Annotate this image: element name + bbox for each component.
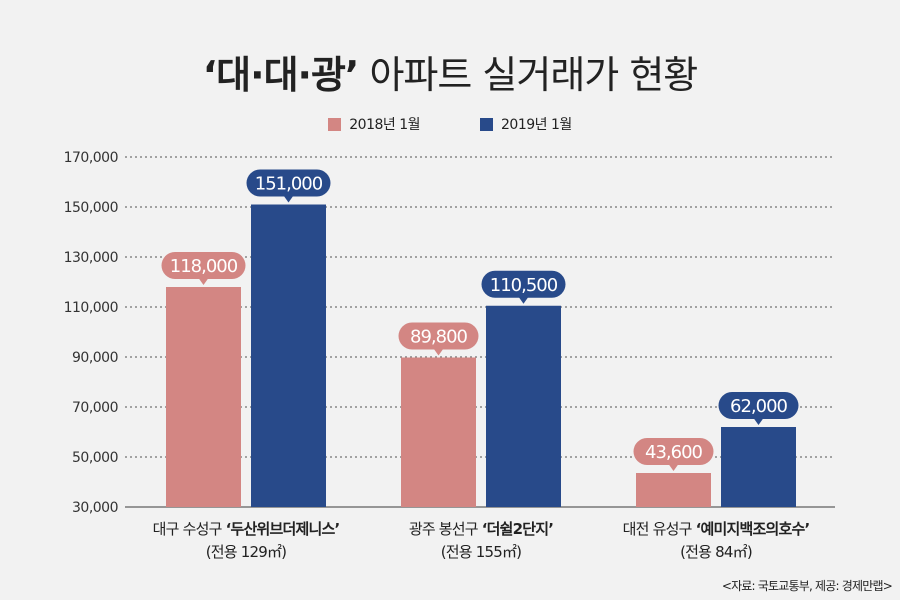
legend: 2018년 1월 2019년 1월 — [0, 114, 900, 134]
category-region: 광주 봉선구 — [408, 520, 482, 538]
data-label-pointer — [433, 348, 444, 356]
category-label-2: 광주 봉선구 ‘더쉴2단지’ (전용 155㎡) — [351, 518, 611, 564]
bar — [636, 473, 711, 507]
category-name: ‘두산위브더제니스’ — [225, 520, 341, 538]
data-label-pointer — [668, 464, 679, 471]
data-label-bubble — [161, 252, 246, 279]
source-note: <자료: 국토교통부, 제공: 경제만랩> — [721, 579, 893, 593]
data-label-pointer — [518, 296, 529, 304]
legend-swatch-2018 — [328, 117, 342, 131]
data-label-pointer — [283, 195, 294, 203]
legend-label-2019: 2019년 1월 — [501, 117, 572, 133]
category-area: (전용 84㎡) — [680, 543, 753, 561]
bar — [486, 305, 561, 507]
chart-title: ‘대·대·광’ 아파트 실거래가 현황 — [0, 44, 900, 99]
y-tick-label: 110,000 — [64, 300, 118, 316]
legend-item-2018: 2018년 1월 — [328, 114, 420, 134]
title-rest: 아파트 실거래가 현황 — [358, 53, 698, 97]
data-label-bubble — [246, 169, 331, 197]
category-label-1: 대구 수성구 ‘두산위브더제니스’ (전용 129㎡) — [116, 518, 376, 564]
bar — [166, 287, 241, 507]
category-label-3: 대전 유성구 ‘예미지백조의호수’ (전용 84㎡) — [586, 518, 846, 564]
y-tick-label: 170,000 — [64, 150, 118, 166]
y-tick-label: 150,000 — [64, 200, 118, 216]
data-label-bubble — [481, 270, 566, 298]
data-label: 62,000 — [730, 396, 788, 417]
category-region: 대구 수성구 — [152, 520, 226, 538]
data-label: 151,000 — [255, 174, 323, 195]
data-label: 110,500 — [490, 275, 558, 296]
data-label-pointer — [753, 418, 764, 425]
data-label-bubble — [398, 322, 479, 350]
y-tick-label: 50,000 — [72, 450, 118, 466]
y-tick-label: 30,000 — [72, 500, 118, 516]
y-tick-label: 130,000 — [64, 250, 118, 266]
legend-swatch-2019 — [480, 117, 493, 131]
bar — [721, 427, 796, 507]
data-label-bubble — [718, 392, 799, 419]
category-area: (전용 129㎡) — [205, 543, 287, 561]
bar — [401, 357, 476, 507]
legend-label-2018: 2018년 1월 — [349, 117, 420, 133]
y-tick-label: 90,000 — [72, 350, 118, 366]
category-area: (전용 155㎡) — [440, 543, 522, 561]
category-region: 대전 유성구 — [622, 520, 696, 538]
data-label-pointer — [198, 278, 209, 285]
data-label: 118,000 — [170, 256, 238, 277]
y-tick-label: 70,000 — [72, 400, 118, 416]
category-name: ‘예미지백조의호수’ — [695, 520, 811, 538]
data-label: 89,800 — [410, 327, 468, 348]
data-label-bubble — [633, 438, 714, 465]
legend-item-2019: 2019년 1월 — [480, 114, 572, 134]
data-label: 43,600 — [645, 442, 703, 463]
title-bold: ‘대·대·광’ — [202, 53, 360, 97]
bar — [251, 204, 326, 507]
category-name: ‘더쉴2단지’ — [481, 520, 554, 538]
